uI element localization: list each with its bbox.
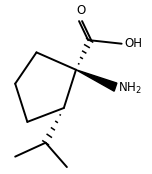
Text: O: O bbox=[76, 4, 85, 17]
Text: OH: OH bbox=[124, 37, 142, 50]
Text: NH$_2$: NH$_2$ bbox=[118, 81, 142, 96]
Polygon shape bbox=[76, 70, 117, 91]
